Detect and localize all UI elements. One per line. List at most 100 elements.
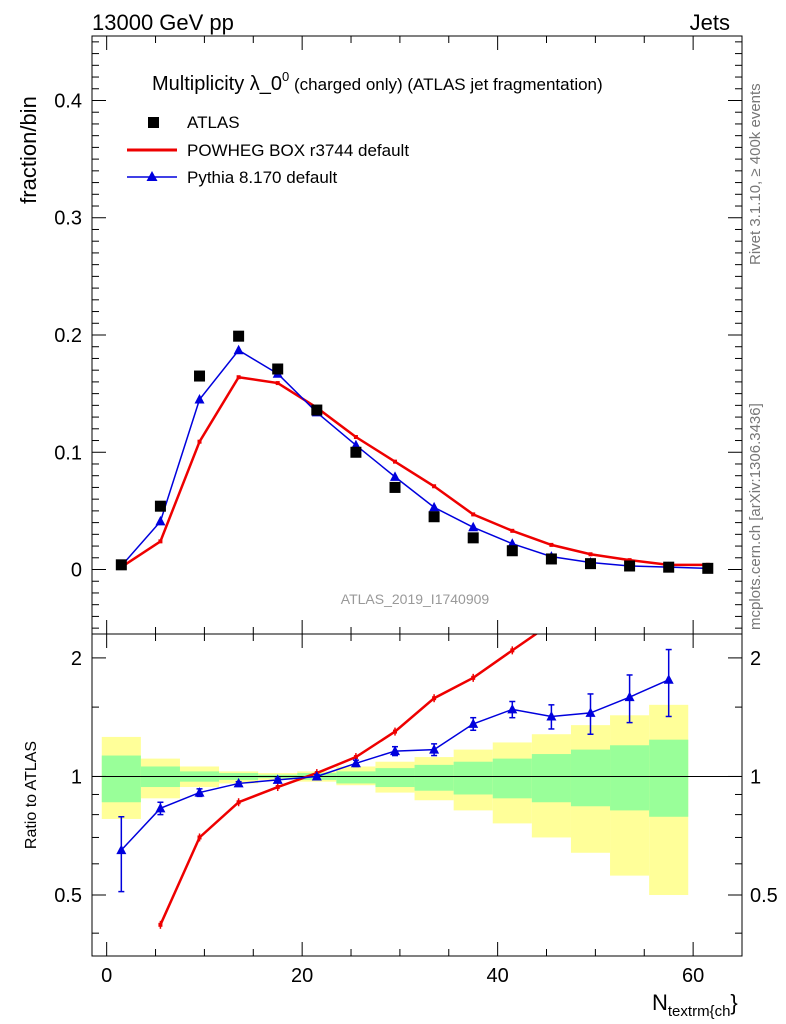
point-pythia [390,471,401,481]
point-powheg [471,512,476,517]
ratio-point-powheg [353,755,358,760]
x-axis-title-main: N [652,990,668,1015]
data-series [115,330,714,929]
ratio-point-pythia [390,745,401,756]
point-pythia [468,521,479,532]
ratio-point-pythia [233,777,244,788]
point-atlas [467,532,479,544]
point-powheg [197,439,202,444]
series-line-powheg [120,375,708,569]
point-powheg [158,539,163,544]
ratio-tick-label-right: 2 [750,648,761,670]
ratio-point-powheg [432,696,437,701]
y-tick-label: 0.1 [54,442,82,464]
ratio-tick-label-right: 0.5 [750,885,778,907]
tick-labels: 0 20 40 60 0 0.1 0.2 0.3 0.4 0.5 0.5 1 1 2 2 [54,90,778,987]
plot-title-sup: 0 [282,69,289,84]
ratio-point-pythia [429,744,440,754]
band-group [101,704,689,895]
plot-title: Multiplicity λ_00 (charged only) (ATLAS … [152,69,603,95]
ratio-point-powheg [471,675,476,680]
point-atlas [350,446,362,458]
band-inner-bin [570,749,611,807]
ratio-point-powheg [275,785,280,790]
x-axis-title: Ntextrm{ch} [652,990,738,1020]
point-atlas [194,370,206,382]
header-left: 13000 GeV pp [92,10,234,35]
band-inner-bin [531,754,571,803]
y-axis-title: fraction/bin [16,96,41,204]
point-powheg [627,558,632,563]
ratio-point-powheg [236,800,241,805]
point-atlas [389,481,401,493]
ratio-point-pythia [507,703,518,714]
ratio-point-pythia [194,787,205,797]
ratio-y-axis-title: Ratio to ATLAS [23,741,40,849]
band-inner-bin [492,758,532,799]
plot-title-suffix: (charged only) (ATLAS jet fragmentation) [289,75,602,94]
band-inner-bin [649,739,689,817]
ratio-point-powheg [158,922,163,927]
x-tick-label: 40 [487,965,509,987]
ratio-point-pythia [663,674,674,684]
ratio-point-pythia [116,844,127,855]
legend-label-powheg: POWHEG BOX r3744 default [187,141,409,160]
band-inner-bin [453,761,493,795]
point-powheg [353,435,358,440]
band-inner-bin [375,768,415,788]
point-powheg [236,375,241,380]
point-pythia [155,515,166,526]
x-tick-label: 60 [682,965,704,987]
ratio-tick-label-right: 1 [750,766,761,788]
point-powheg [588,552,593,557]
point-pythia [429,501,440,512]
plot-title-main: Multiplicity λ_0 [152,73,282,95]
rivet-label: Rivet 3.1.10, ≥ 400k events [747,83,764,265]
ratio-point-pythia [468,718,479,728]
x-tick-label: 0 [101,965,112,987]
ratio-series-group [116,634,674,929]
y-tick-label: 0 [71,560,82,582]
legend-marker-atlas [148,117,159,128]
point-atlas [545,553,557,565]
legend-label-atlas: ATLAS [187,113,240,132]
series-line-pythia [120,349,708,570]
band-inner-bin [610,745,650,811]
band-inner-bin [101,755,141,803]
y-tick-label: 0.4 [54,90,82,112]
point-pythia [194,393,205,404]
header-right: Jets [690,10,730,35]
ratio-point-pythia [155,802,166,813]
point-atlas [506,545,518,557]
point-pythia [233,344,244,355]
point-powheg [393,459,398,464]
ratio-point-pythia [624,691,635,702]
point-atlas [624,560,636,572]
x-tick-label: 20 [291,965,313,987]
mcplots-label: mcplots.cern.ch [arXiv:1306.3436] [747,403,764,630]
point-powheg [432,484,437,489]
point-atlas [233,330,245,342]
axes-ticks [92,36,742,956]
ratio-point-pythia [350,757,361,768]
band-inner-bin [336,771,376,784]
ratio-point-pythia [546,710,557,721]
ratio-point-pythia [585,707,596,717]
y-tick-label: 0.3 [54,208,82,230]
point-atlas [428,511,440,523]
point-atlas [272,363,284,375]
x-axis-title-tail: } [730,990,737,1015]
point-atlas [663,561,675,573]
ratio-point-pythia [311,770,322,781]
x-axis-title-sub: textrm{ch [668,1003,731,1020]
legend: ATLAS POWHEG BOX r3744 default Pythia 8.… [127,113,409,187]
point-powheg [510,528,515,533]
point-atlas [311,404,323,416]
ratio-point-powheg [393,729,398,734]
analysis-id: ATLAS_2019_I1740909 [341,591,490,607]
ratio-point-powheg [510,648,515,653]
y-tick-label: 0.2 [54,325,82,347]
point-atlas [154,500,166,512]
band-inner-bin [414,764,454,791]
